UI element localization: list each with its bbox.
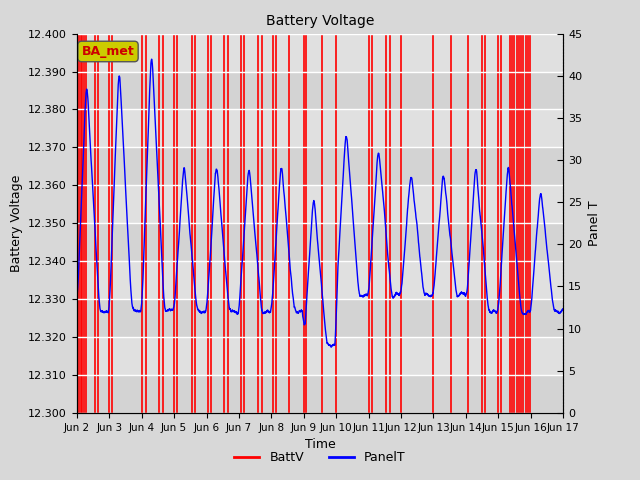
Bar [77,223,563,261]
Title: Battery Voltage: Battery Voltage [266,14,374,28]
Text: BA_met: BA_met [82,45,134,58]
Y-axis label: Panel T: Panel T [588,200,601,246]
Bar [77,299,563,337]
Legend: BattV, PanelT: BattV, PanelT [229,446,411,469]
Y-axis label: Battery Voltage: Battery Voltage [10,175,22,272]
Bar [77,147,563,185]
Bar [77,375,563,413]
X-axis label: Time: Time [305,438,335,451]
Bar [77,72,563,109]
